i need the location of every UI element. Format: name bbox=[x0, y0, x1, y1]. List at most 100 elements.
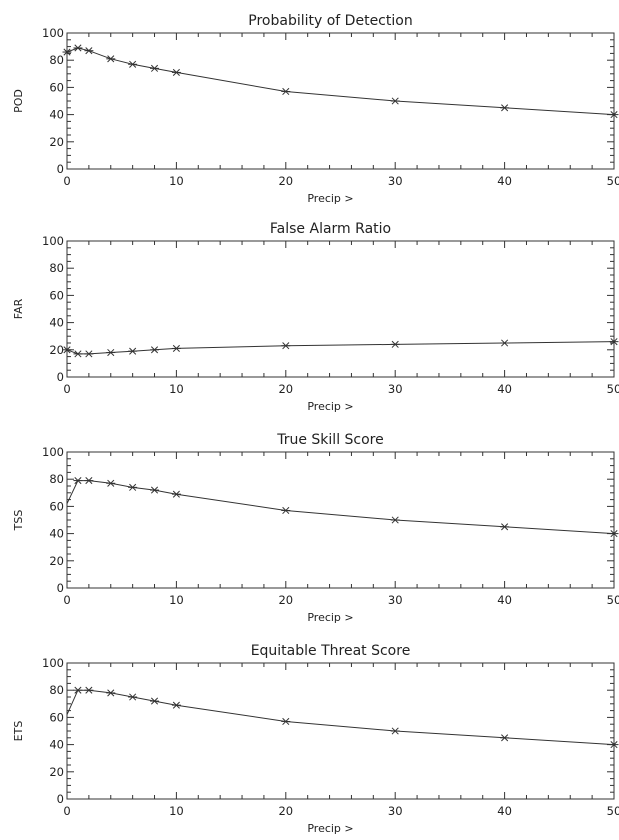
y-tick-label: 100 bbox=[42, 656, 64, 670]
data-point bbox=[500, 104, 510, 112]
x-tick-label: 10 bbox=[169, 382, 184, 396]
data-point bbox=[171, 701, 181, 709]
x-tick-label: 50 bbox=[607, 593, 619, 607]
x-tick-label: 40 bbox=[497, 382, 512, 396]
data-point bbox=[609, 111, 619, 119]
x-tick-label: 50 bbox=[607, 382, 619, 396]
data-point bbox=[609, 530, 619, 538]
data-point bbox=[171, 344, 181, 352]
y-tick-label: 60 bbox=[49, 499, 64, 513]
y-tick-label: 100 bbox=[42, 234, 64, 248]
data-point bbox=[281, 87, 291, 96]
data-point bbox=[106, 689, 116, 697]
data-point bbox=[150, 486, 160, 494]
chart-panel: False Alarm Ratio 0 20 40 60 80 100 0 10 20 30 40 50… bbox=[12, 221, 619, 413]
x-tick-label: 20 bbox=[278, 593, 293, 607]
data-point bbox=[281, 342, 291, 350]
y-tick-label: 40 bbox=[49, 316, 64, 330]
data-point bbox=[73, 350, 83, 358]
data-point bbox=[128, 483, 138, 491]
y-tick-label: 20 bbox=[49, 135, 64, 149]
series-line bbox=[66, 689, 615, 746]
y-tick-label: 40 bbox=[49, 108, 64, 122]
y-tick-label: 0 bbox=[57, 792, 64, 806]
y-tick-label: 80 bbox=[49, 683, 64, 697]
data-point bbox=[500, 734, 510, 742]
data-point bbox=[281, 717, 291, 726]
x-axis-label: Precip > bbox=[307, 822, 353, 835]
data-point bbox=[62, 48, 72, 56]
data-point bbox=[128, 347, 138, 355]
y-tick-label: 20 bbox=[49, 554, 64, 568]
x-tick-label: 30 bbox=[388, 804, 403, 818]
x-tick-label: 10 bbox=[169, 593, 184, 607]
x-tick-label: 10 bbox=[169, 174, 184, 188]
x-tick-label: 0 bbox=[63, 174, 70, 188]
chart-panel: Equitable Threat Score 0 20 40 60 80 100 0 10 20 3… bbox=[12, 643, 619, 835]
data-point bbox=[84, 686, 94, 694]
x-tick-label: 0 bbox=[63, 804, 70, 818]
data-point bbox=[171, 490, 181, 498]
data-point bbox=[150, 64, 160, 72]
x-axis-label: Precip > bbox=[307, 611, 353, 624]
x-tick-label: 40 bbox=[497, 174, 512, 188]
chart-title: Probability of Detection bbox=[248, 13, 412, 29]
x-tick-label: 10 bbox=[169, 804, 184, 818]
data-point bbox=[73, 44, 83, 52]
y-tick-label: 80 bbox=[49, 261, 64, 275]
y-axis-label: POD bbox=[12, 89, 25, 113]
data-point bbox=[128, 60, 138, 68]
x-tick-label: 0 bbox=[63, 593, 70, 607]
y-tick-label: 20 bbox=[49, 343, 64, 357]
data-point bbox=[609, 338, 619, 346]
plot-frame bbox=[66, 240, 615, 378]
y-tick-label: 40 bbox=[49, 738, 64, 752]
x-axis-label: Precip > bbox=[307, 400, 353, 413]
chart-title: True Skill Score bbox=[276, 432, 384, 448]
y-axis-label: FAR bbox=[12, 298, 25, 319]
data-point bbox=[84, 350, 94, 358]
y-tick-label: 100 bbox=[42, 445, 64, 459]
chart-panel: Probability of Detection 0 20 40 60 80 100 0 10 2… bbox=[12, 13, 619, 205]
y-tick-label: 60 bbox=[49, 80, 64, 94]
series-line bbox=[66, 47, 615, 116]
data-point bbox=[73, 686, 83, 694]
x-tick-label: 50 bbox=[607, 804, 619, 818]
data-point bbox=[609, 741, 619, 749]
y-axis-label: TSS bbox=[12, 510, 25, 532]
data-point bbox=[62, 346, 72, 354]
plot-frame bbox=[66, 32, 615, 170]
x-tick-label: 40 bbox=[497, 593, 512, 607]
x-axis-label: Precip > bbox=[307, 192, 353, 205]
data-point bbox=[84, 477, 94, 485]
data-point bbox=[281, 506, 291, 515]
data-point bbox=[390, 340, 400, 348]
data-point bbox=[106, 348, 116, 357]
data-point bbox=[390, 516, 400, 524]
plot-frame bbox=[66, 662, 615, 800]
y-tick-label: 20 bbox=[49, 765, 64, 779]
x-tick-label: 40 bbox=[497, 804, 512, 818]
data-point bbox=[390, 97, 400, 105]
x-tick-label: 30 bbox=[388, 174, 403, 188]
series-line bbox=[66, 480, 615, 535]
x-tick-label: 20 bbox=[278, 174, 293, 188]
y-tick-label: 60 bbox=[49, 710, 64, 724]
data-point bbox=[171, 68, 181, 76]
data-point bbox=[128, 693, 138, 701]
chart-panel: True Skill Score 0 20 40 60 80 100 0 10 20 30 40 50 P… bbox=[12, 432, 619, 624]
x-tick-label: 50 bbox=[607, 174, 619, 188]
data-point bbox=[500, 523, 510, 531]
plot-frame bbox=[66, 451, 615, 589]
x-tick-label: 0 bbox=[63, 382, 70, 396]
y-tick-label: 80 bbox=[49, 472, 64, 486]
y-tick-label: 0 bbox=[57, 581, 64, 595]
y-tick-label: 60 bbox=[49, 288, 64, 302]
data-point bbox=[150, 697, 160, 705]
data-point bbox=[150, 346, 160, 354]
y-tick-label: 80 bbox=[49, 53, 64, 67]
y-tick-label: 40 bbox=[49, 527, 64, 541]
y-tick-label: 100 bbox=[42, 26, 64, 40]
data-point bbox=[84, 47, 94, 55]
